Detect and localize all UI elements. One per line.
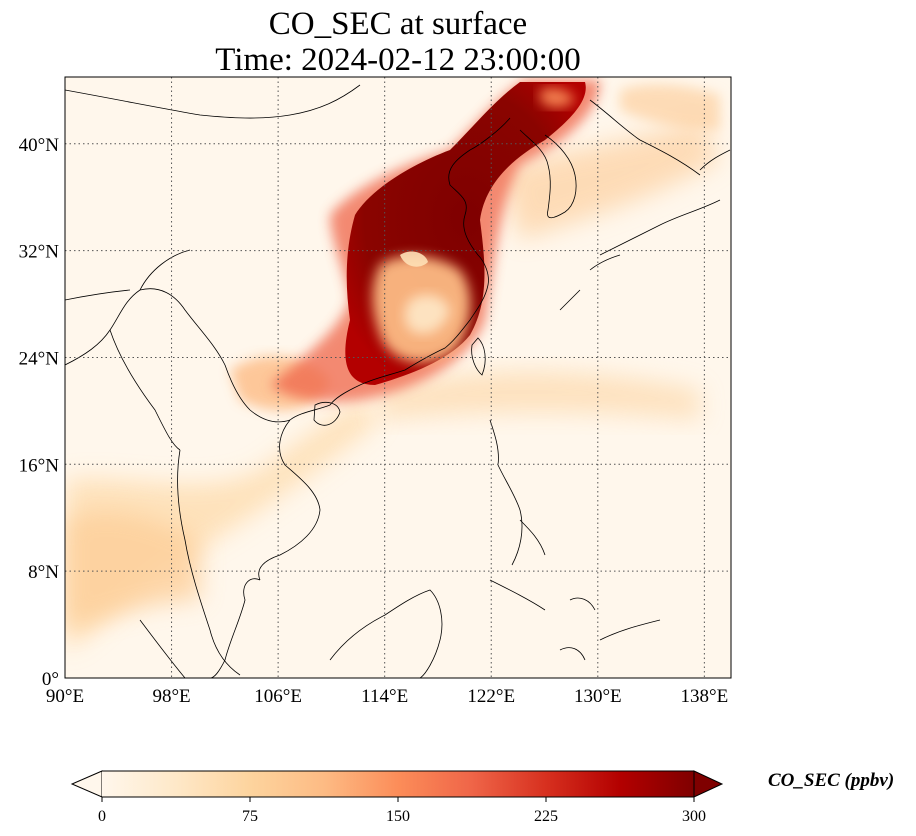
- lat-tick-label: 8°N: [28, 562, 59, 583]
- lon-tick-label: 114°E: [361, 686, 408, 707]
- lat-tick-label: 40°N: [19, 135, 60, 156]
- concentration-field: [65, 80, 720, 650]
- lat-tick-label: 16°N: [19, 455, 60, 476]
- colorbar: 0 75 150 225 300: [70, 770, 724, 825]
- map-frame: [64, 76, 732, 679]
- colorbar-tick-label: 75: [242, 808, 258, 825]
- colorbar-extend-min: [70, 770, 103, 798]
- coastlines: [65, 84, 731, 678]
- lon-tick-label: 122°E: [467, 686, 515, 707]
- colorbar-label: CO_SEC (ppbv): [768, 770, 895, 791]
- colorbar-extend-max: [693, 770, 724, 798]
- lon-tick-label: 138°E: [681, 686, 729, 707]
- lon-tick-label: 106°E: [254, 686, 302, 707]
- lat-tick-label: 0°: [42, 669, 59, 690]
- title-variable: CO_SEC at surface: [268, 6, 528, 42]
- map-title: CO_SEC at surface Time: 2024-02-12 23:00…: [65, 6, 731, 78]
- gridlines: [65, 77, 731, 678]
- latitude-ticks: 0° 8°N 16°N 24°N 32°N 40°N: [19, 135, 60, 690]
- colorbar-gradient: [102, 771, 694, 797]
- lat-tick-label: 24°N: [19, 348, 60, 369]
- colorbar-tick-label: 150: [386, 808, 410, 825]
- title-time: Time: 2024-02-12 23:00:00: [215, 42, 581, 78]
- colorbar-ticks: 0 75 150 225 300: [98, 797, 706, 825]
- longitude-ticks: 90°E 98°E 106°E 114°E 122°E 130°E 138°E: [46, 686, 728, 707]
- lon-tick-label: 90°E: [46, 686, 84, 707]
- colorbar-tick-label: 0: [98, 808, 106, 825]
- colorbar-tick-label: 300: [682, 808, 706, 825]
- colorbar-tick-label: 225: [534, 808, 558, 825]
- lon-tick-label: 98°E: [152, 686, 190, 707]
- lat-tick-label: 32°N: [19, 242, 60, 263]
- lon-tick-label: 130°E: [574, 686, 622, 707]
